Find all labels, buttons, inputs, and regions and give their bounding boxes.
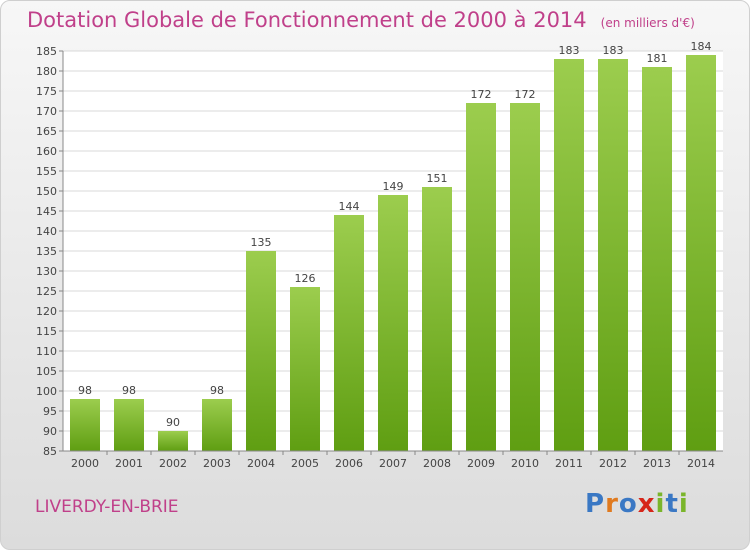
- y-tick-label: 95: [43, 405, 57, 418]
- bar-2006: [334, 215, 364, 451]
- logo-letter: r: [605, 489, 619, 519]
- bar-2007: [378, 195, 408, 451]
- bar-2008: [422, 187, 452, 451]
- x-tick-label: 2010: [511, 457, 539, 470]
- y-tick-label: 100: [36, 385, 57, 398]
- chart-title-text: Dotation Globale de Fonctionnement de 20…: [27, 8, 587, 32]
- y-tick-label: 170: [36, 105, 57, 118]
- proxiti-logo: Proxiti: [585, 489, 689, 519]
- y-tick-label: 185: [36, 45, 57, 58]
- y-tick-label: 175: [36, 85, 57, 98]
- value-label: 183: [559, 44, 580, 57]
- logo-letter: P: [585, 489, 606, 519]
- bar-2012: [598, 59, 628, 451]
- value-label: 98: [210, 384, 224, 397]
- bar-2011: [554, 59, 584, 451]
- x-tick-label: 2005: [291, 457, 319, 470]
- value-label: 98: [122, 384, 136, 397]
- value-label: 183: [603, 44, 624, 57]
- bar-2000: [70, 399, 100, 451]
- y-tick-label: 160: [36, 145, 57, 158]
- x-tick-label: 2014: [687, 457, 715, 470]
- y-tick-label: 140: [36, 225, 57, 238]
- y-tick-label: 105: [36, 365, 57, 378]
- y-tick-label: 130: [36, 265, 57, 278]
- value-label: 151: [427, 172, 448, 185]
- y-tick-label: 85: [43, 445, 57, 458]
- y-tick-label: 115: [36, 325, 57, 338]
- chart-title: Dotation Globale de Fonctionnement de 20…: [27, 8, 695, 32]
- x-tick-label: 2004: [247, 457, 275, 470]
- x-tick-label: 2000: [71, 457, 99, 470]
- x-tick-label: 2009: [467, 457, 495, 470]
- bar-2005: [290, 287, 320, 451]
- x-tick-label: 2006: [335, 457, 363, 470]
- y-tick-label: 155: [36, 165, 57, 178]
- bar-2014: [686, 55, 716, 451]
- bar-2001: [114, 399, 144, 451]
- value-label: 181: [647, 52, 668, 65]
- y-tick-label: 150: [36, 185, 57, 198]
- chart-unit: (en milliers d'€): [600, 16, 695, 30]
- x-tick-label: 2007: [379, 457, 407, 470]
- logo-letter: t: [665, 489, 679, 519]
- x-tick-label: 2013: [643, 457, 671, 470]
- x-tick-label: 2001: [115, 457, 143, 470]
- value-label: 172: [471, 88, 492, 101]
- logo-letter: i: [678, 489, 689, 519]
- y-tick-label: 120: [36, 305, 57, 318]
- y-tick-label: 180: [36, 65, 57, 78]
- value-label: 98: [78, 384, 92, 397]
- x-tick-label: 2002: [159, 457, 187, 470]
- y-tick-label: 135: [36, 245, 57, 258]
- x-tick-label: 2003: [203, 457, 231, 470]
- logo-letter: o: [618, 489, 638, 519]
- logo-letter: i: [655, 489, 666, 519]
- x-tick-label: 2008: [423, 457, 451, 470]
- x-tick-label: 2012: [599, 457, 627, 470]
- y-tick-label: 165: [36, 125, 57, 138]
- value-label: 135: [251, 236, 272, 249]
- bar-2003: [202, 399, 232, 451]
- bar-2010: [510, 103, 540, 451]
- x-tick-labels: 2000 2001 2002 2003 2004 2005 2006 2007 2008 2009…: [71, 451, 715, 470]
- bar-2004: [246, 251, 276, 451]
- y-tick-label: 110: [36, 345, 57, 358]
- bar-2009: [466, 103, 496, 451]
- logo-letter: x: [637, 489, 656, 519]
- y-tick-label: 90: [43, 425, 57, 438]
- y-tick-label: 125: [36, 285, 57, 298]
- value-label: 149: [383, 180, 404, 193]
- value-label: 172: [515, 88, 536, 101]
- value-label: 144: [339, 200, 360, 213]
- bars: 98 98 90 98 135 126 144 149 151 172 172 183 183 181 18…: [70, 40, 716, 451]
- value-label: 126: [295, 272, 316, 285]
- commune-name: LIVERDY-EN-BRIE: [35, 497, 179, 517]
- bar-2002: [158, 431, 188, 451]
- value-label: 90: [166, 416, 180, 429]
- bar-2013: [642, 67, 672, 451]
- y-tick-label: 145: [36, 205, 57, 218]
- value-label: 184: [691, 40, 712, 53]
- y-tick-labels: 85 90 95 100 105 110 115 120 125 130 135 140 145 150 1…: [36, 45, 63, 458]
- x-tick-label: 2011: [555, 457, 583, 470]
